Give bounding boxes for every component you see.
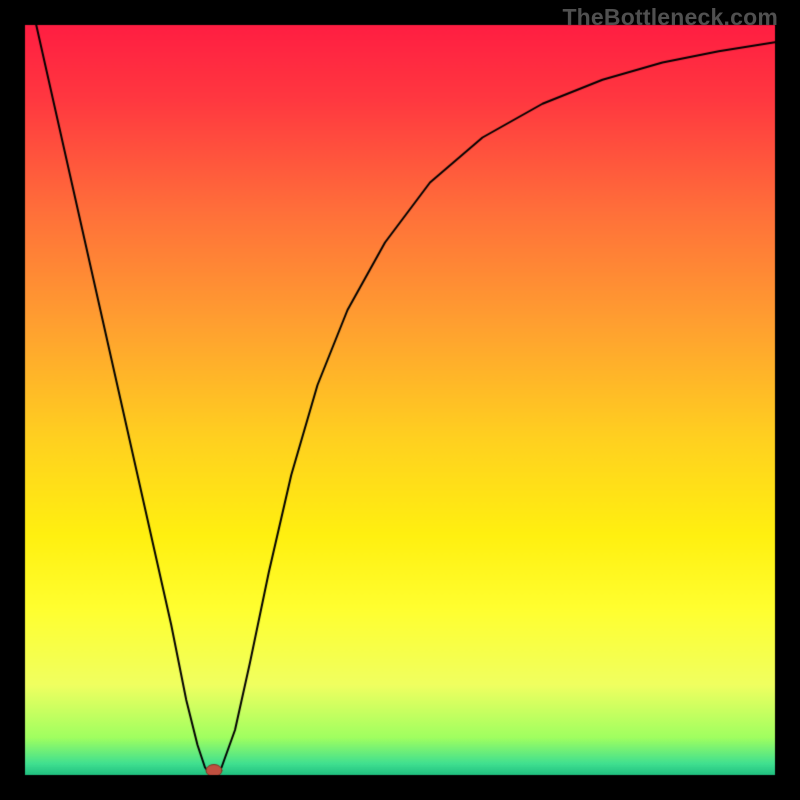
bottleneck-chart-canvas — [0, 0, 800, 800]
chart-container: TheBottleneck.com — [0, 0, 800, 800]
